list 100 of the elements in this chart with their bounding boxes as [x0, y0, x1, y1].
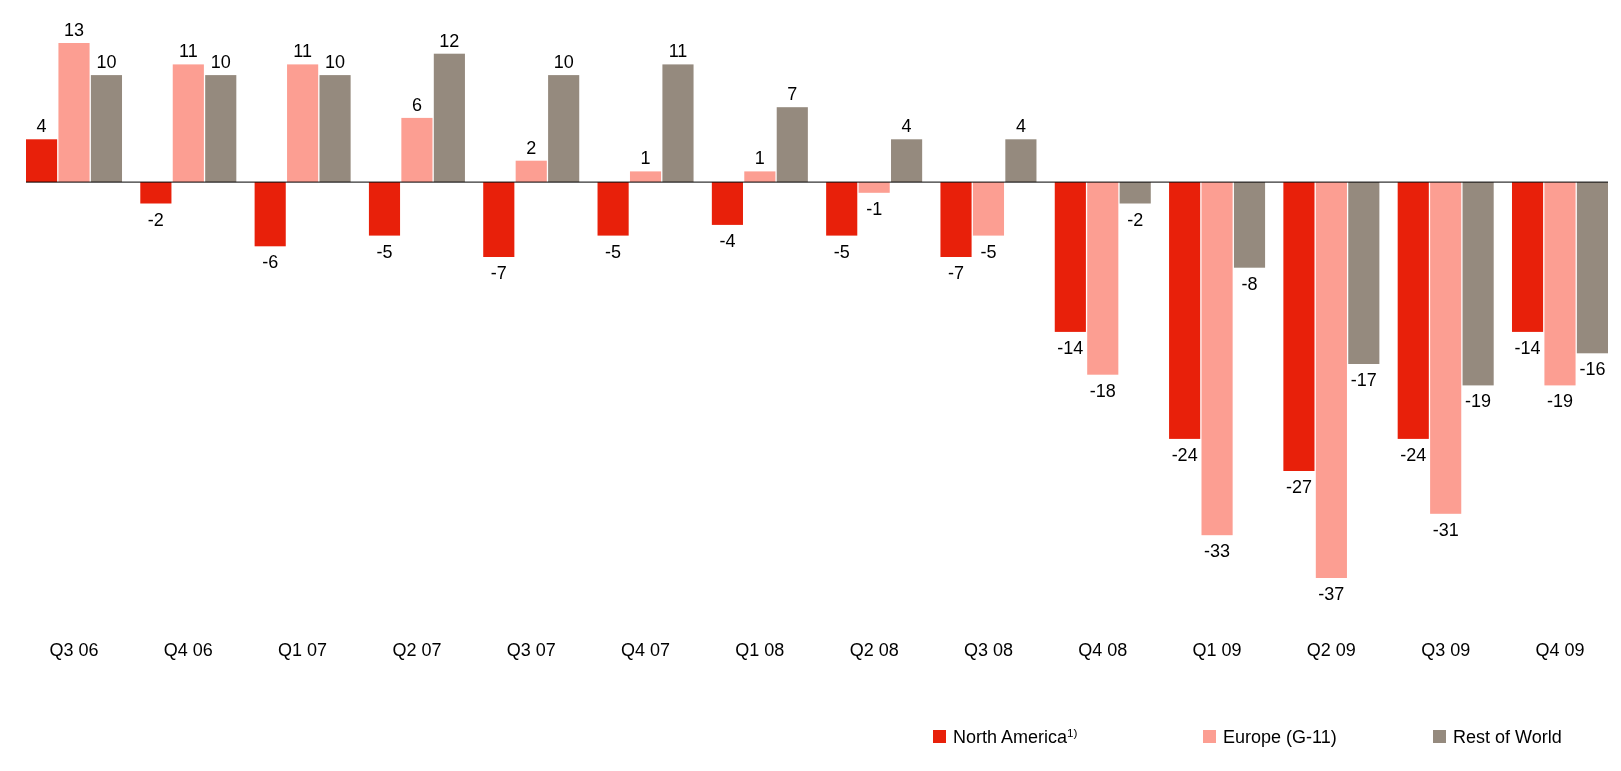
bar	[711, 182, 743, 225]
data-label: -4	[719, 230, 736, 251]
data-label: -17	[1350, 370, 1377, 390]
bar	[254, 182, 286, 247]
bar	[1119, 182, 1151, 204]
bar	[826, 182, 858, 236]
data-label: -27	[1285, 477, 1312, 497]
x-tick-label: Q4 08	[1078, 640, 1128, 660]
x-tick-label: Q3 07	[506, 640, 556, 660]
legend-label: North America$^{1)}$	[953, 725, 1078, 747]
x-tick-label: Q2 09	[1306, 640, 1356, 660]
bar	[58, 43, 90, 183]
data-label: 1	[640, 148, 651, 169]
bar	[891, 139, 923, 183]
data-label: 10	[210, 52, 231, 73]
data-label: -2	[147, 209, 164, 230]
data-label: -14	[1514, 337, 1541, 358]
data-label: -37	[1318, 584, 1345, 604]
bar	[319, 75, 351, 183]
bar	[940, 182, 972, 257]
x-tick-label: Q3 06	[49, 640, 99, 660]
x-tick-label: Q1 09	[1192, 640, 1242, 660]
bar	[548, 75, 580, 183]
data-label: -2	[1127, 209, 1144, 230]
bar	[1544, 182, 1576, 386]
data-label: 13	[63, 20, 85, 40]
data-label: -18	[1089, 380, 1116, 401]
bar	[744, 171, 776, 183]
bar	[972, 182, 1005, 236]
bar	[1169, 182, 1201, 439]
data-label: 12	[439, 30, 460, 51]
data-label: 6	[411, 94, 422, 115]
x-tick-label: Q4 09	[1535, 640, 1585, 660]
data-label: -1	[866, 198, 883, 219]
bar	[858, 182, 890, 193]
data-label: 1	[754, 148, 765, 169]
bar	[1233, 182, 1266, 268]
data-label: -5	[833, 241, 850, 262]
legend-label: Rest of World	[1453, 727, 1562, 747]
data-label: -7	[948, 263, 965, 283]
bar	[140, 182, 172, 204]
bar	[1462, 182, 1494, 386]
data-label: -24	[1400, 444, 1427, 465]
bar	[287, 64, 319, 183]
bar	[1397, 182, 1429, 439]
data-label: -8	[1241, 273, 1258, 294]
bar	[172, 64, 204, 183]
data-label: 4	[1015, 116, 1026, 137]
x-tick-label: Q2 08	[849, 640, 899, 660]
data-label: -5	[376, 241, 393, 262]
bar	[1054, 182, 1086, 332]
bar	[1315, 182, 1347, 578]
data-label: -33	[1204, 541, 1231, 562]
bar	[1576, 182, 1608, 354]
data-label: -19	[1465, 391, 1492, 412]
data-label: 11	[178, 41, 198, 62]
bar	[597, 182, 629, 236]
bar	[662, 64, 694, 183]
data-label: -6	[262, 252, 279, 273]
bar	[1348, 182, 1380, 364]
bar	[90, 75, 123, 183]
bar	[26, 139, 58, 183]
x-tick-label: Q4 06	[163, 640, 213, 660]
x-tick-label: Q3 08	[963, 640, 1013, 660]
data-label: -16	[1579, 359, 1606, 380]
bar	[629, 171, 662, 183]
x-tick-label: Q3 09	[1421, 640, 1471, 660]
data-label: 10	[96, 52, 117, 73]
bar	[401, 117, 433, 183]
bar	[1087, 182, 1119, 375]
bar	[1283, 182, 1315, 471]
data-label: -19	[1546, 391, 1573, 412]
data-label: -5	[980, 241, 997, 262]
bar	[433, 53, 465, 183]
data-label: -7	[490, 263, 507, 283]
data-label: 11	[293, 41, 312, 62]
x-tick-label: Q2 07	[392, 640, 442, 660]
x-tick-label: Q1 07	[278, 640, 328, 660]
data-label: 10	[325, 52, 346, 73]
bar	[515, 160, 547, 183]
bar	[1005, 139, 1037, 183]
legend-label: Europe (G-11)	[1223, 727, 1337, 747]
bar	[1201, 182, 1233, 536]
bar	[205, 75, 237, 183]
data-label: -24	[1171, 444, 1198, 465]
x-tick-label: Q4 07	[621, 640, 671, 660]
data-label: -31	[1432, 519, 1459, 540]
bar	[483, 182, 515, 257]
bar	[368, 182, 401, 236]
data-label: 11	[668, 41, 688, 62]
data-label: 10	[553, 52, 574, 73]
data-label: 4	[901, 116, 912, 137]
bar	[776, 107, 808, 183]
data-label: 2	[526, 137, 537, 158]
bar	[1511, 182, 1544, 332]
data-label: -5	[605, 241, 622, 262]
data-label: 4	[36, 116, 47, 137]
data-label: -14	[1057, 337, 1084, 358]
x-tick-label: Q1 08	[735, 640, 785, 660]
data-label: 7	[787, 84, 798, 105]
